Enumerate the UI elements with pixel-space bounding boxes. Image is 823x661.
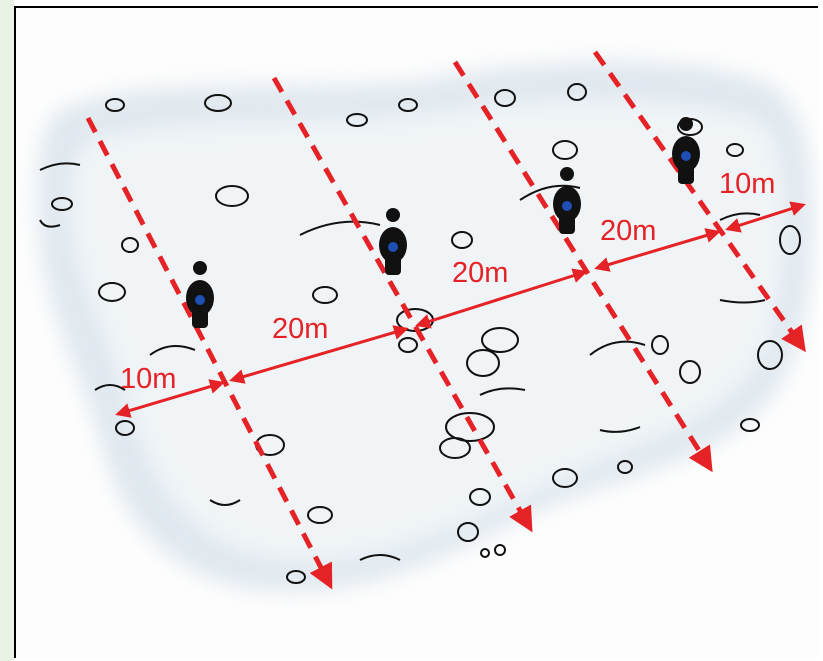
- sweep-line-3: [452, 60, 713, 473]
- label-gap-3: 20m: [600, 215, 656, 247]
- snowfield: [37, 61, 813, 592]
- person-icon: [672, 117, 700, 184]
- label-gap-2: 20m: [452, 257, 508, 289]
- sweep-line-1: [85, 116, 333, 590]
- label-gap-1: 20m: [272, 313, 328, 345]
- person-icon: [186, 261, 214, 328]
- label-left-edge: 10m: [120, 363, 176, 395]
- rock-scribbles: [39, 83, 801, 584]
- sweep-line-2: [271, 76, 533, 533]
- sweep-line-4: [592, 50, 806, 353]
- left-margin-strip: [0, 0, 14, 661]
- label-right-edge: 10m: [719, 168, 775, 200]
- person-icon: [553, 167, 581, 234]
- searcher-figures: [186, 117, 700, 328]
- person-icon: [379, 208, 407, 275]
- sweep-lines: [85, 50, 806, 590]
- dimension-line: [115, 201, 806, 418]
